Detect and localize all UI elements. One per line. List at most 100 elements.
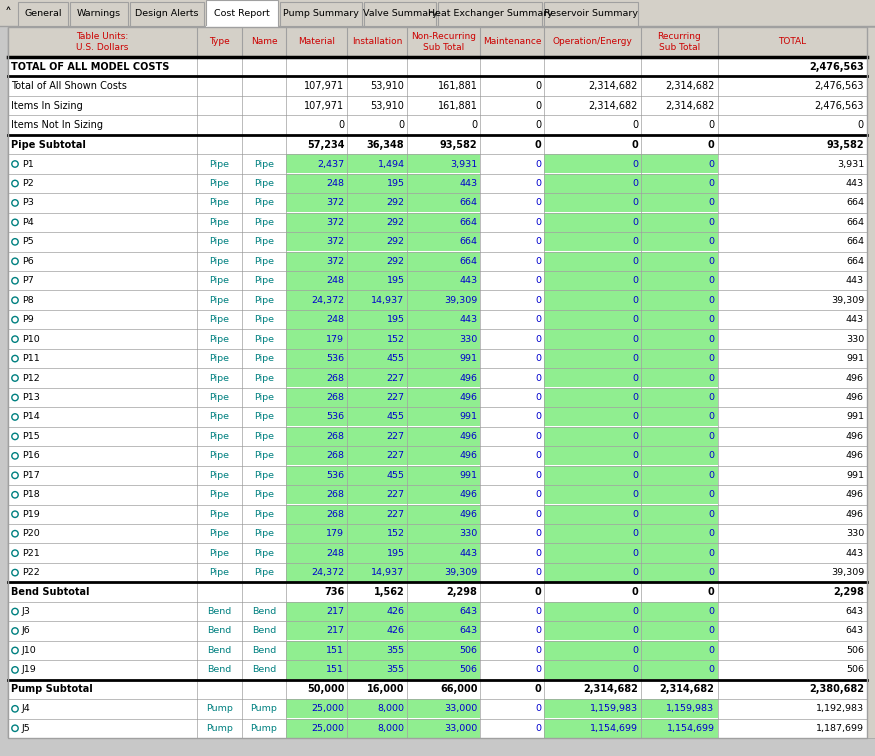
Bar	[544, 232, 641, 251]
Text: 330: 330	[846, 335, 864, 344]
Bar	[544, 252, 641, 271]
Bar	[8, 290, 867, 310]
Text: P7: P7	[22, 276, 34, 285]
Text: Operation/Energy: Operation/Energy	[553, 38, 633, 47]
Text: Maintenance: Maintenance	[483, 38, 542, 47]
Bar	[8, 330, 867, 349]
Text: P21: P21	[22, 549, 39, 558]
Text: 991: 991	[846, 471, 864, 480]
Bar	[347, 232, 408, 251]
Bar	[347, 718, 408, 738]
Text: 664: 664	[459, 237, 478, 246]
Text: 2,314,682: 2,314,682	[584, 684, 638, 694]
Text: 1,154,699: 1,154,699	[590, 723, 638, 733]
Text: 0: 0	[709, 432, 715, 441]
Bar	[544, 563, 641, 582]
Text: Pump: Pump	[250, 705, 277, 714]
Bar	[544, 388, 641, 407]
Bar	[641, 388, 718, 407]
Text: 36,348: 36,348	[367, 140, 404, 150]
Bar	[408, 563, 480, 582]
Bar	[544, 174, 641, 193]
Bar	[8, 310, 867, 330]
Text: 0: 0	[709, 413, 715, 421]
Text: Pipe: Pipe	[254, 432, 274, 441]
Text: 152: 152	[387, 529, 404, 538]
Text: Reservoir Summary: Reservoir Summary	[544, 10, 638, 18]
Text: Pipe: Pipe	[209, 296, 229, 305]
Text: Pipe: Pipe	[209, 198, 229, 207]
Text: J5: J5	[22, 723, 31, 733]
Bar	[8, 660, 867, 680]
Bar	[408, 407, 480, 426]
Text: Pipe: Pipe	[254, 510, 274, 519]
Bar	[347, 660, 408, 680]
Text: 496: 496	[846, 510, 864, 519]
Text: Pipe: Pipe	[254, 296, 274, 305]
Text: 443: 443	[846, 276, 864, 285]
Bar	[347, 699, 408, 718]
Text: 496: 496	[846, 373, 864, 383]
Bar	[408, 544, 480, 562]
Text: 496: 496	[846, 393, 864, 402]
Bar	[8, 76, 867, 96]
Bar	[286, 718, 347, 738]
Text: 24,372: 24,372	[312, 568, 344, 577]
Text: P6: P6	[22, 257, 34, 266]
Text: Installation: Installation	[352, 38, 402, 47]
Text: 0: 0	[709, 568, 715, 577]
Text: 2,298: 2,298	[446, 587, 478, 597]
Text: 179: 179	[326, 529, 344, 538]
Text: 39,309: 39,309	[830, 568, 864, 577]
Text: Pipe: Pipe	[209, 529, 229, 538]
Bar	[641, 660, 718, 680]
Bar	[347, 310, 408, 329]
Bar	[544, 407, 641, 426]
Bar	[286, 699, 347, 718]
Text: 0: 0	[709, 335, 715, 344]
Text: 536: 536	[326, 354, 344, 363]
Bar	[8, 116, 867, 135]
Bar	[408, 330, 480, 349]
Text: TOTAL: TOTAL	[778, 38, 807, 47]
Text: 0: 0	[535, 393, 541, 402]
Text: 991: 991	[459, 471, 478, 480]
Bar	[408, 718, 480, 738]
Bar	[8, 426, 867, 446]
Text: Pipe: Pipe	[209, 491, 229, 499]
Bar	[641, 310, 718, 329]
Bar	[8, 212, 867, 232]
Text: 227: 227	[387, 491, 404, 499]
Text: 161,881: 161,881	[438, 101, 478, 110]
Text: 1,159,983: 1,159,983	[667, 705, 715, 714]
Text: 0: 0	[709, 491, 715, 499]
Text: Pipe: Pipe	[209, 354, 229, 363]
Text: Bend: Bend	[207, 607, 232, 616]
Text: 0: 0	[632, 491, 638, 499]
Text: 0: 0	[535, 276, 541, 285]
Text: 506: 506	[459, 665, 478, 674]
Text: 14,937: 14,937	[371, 568, 404, 577]
Bar	[641, 718, 718, 738]
Bar	[641, 466, 718, 485]
Text: P9: P9	[22, 315, 34, 324]
Text: 292: 292	[387, 198, 404, 207]
Bar	[544, 621, 641, 640]
Text: 0: 0	[632, 510, 638, 519]
Text: Recurring
Sub Total: Recurring Sub Total	[657, 32, 701, 52]
Text: 227: 227	[387, 510, 404, 519]
Bar	[408, 485, 480, 504]
Text: J3: J3	[22, 607, 31, 616]
Text: 664: 664	[846, 218, 864, 227]
Text: P20: P20	[22, 529, 39, 538]
Text: 0: 0	[535, 81, 541, 91]
Bar	[641, 174, 718, 193]
Text: Pipe: Pipe	[209, 568, 229, 577]
Text: Items Not In Sizing: Items Not In Sizing	[11, 120, 103, 130]
Bar	[408, 174, 480, 193]
Bar	[286, 290, 347, 310]
Text: 643: 643	[459, 627, 478, 636]
Bar	[867, 27, 875, 738]
Text: 0: 0	[709, 198, 715, 207]
Text: 195: 195	[387, 549, 404, 558]
